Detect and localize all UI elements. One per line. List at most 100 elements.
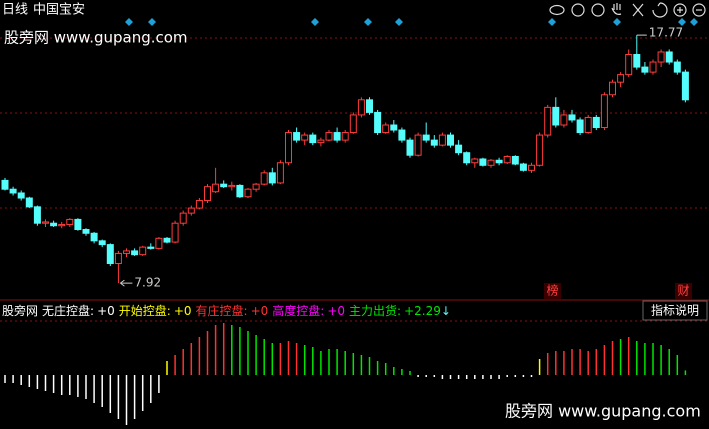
candle-body — [244, 188, 252, 198]
candle-body — [90, 232, 98, 242]
candle-body — [665, 51, 673, 63]
candle-body — [519, 163, 527, 171]
candle-body — [600, 94, 608, 129]
candle-body — [625, 53, 633, 76]
candle-body — [511, 155, 519, 165]
candle-body — [357, 99, 365, 116]
candle-body — [33, 206, 41, 224]
eye-icon[interactable] — [549, 4, 565, 16]
legend-name: 无庄控盘: — [42, 303, 94, 318]
legend-name: 高度控盘: — [272, 303, 324, 318]
play-icon[interactable] — [591, 3, 605, 17]
candle-body — [25, 197, 33, 208]
candle-body — [366, 99, 373, 113]
candle-body — [406, 139, 414, 156]
toolbar — [549, 2, 706, 18]
watermark: 股旁网 www.gupang.com — [505, 402, 701, 421]
candle-body — [438, 134, 446, 146]
candle-body — [179, 212, 187, 224]
candle-body — [171, 222, 179, 243]
candle-body — [293, 132, 301, 141]
candle-body — [333, 132, 341, 141]
candle-body — [66, 218, 74, 225]
hand-icon[interactable] — [611, 3, 622, 15]
legend-value: +0 — [97, 304, 115, 318]
legend-value: +0 — [327, 304, 345, 318]
low-label: 7.92 — [134, 276, 161, 290]
candle-body — [349, 114, 357, 134]
dotted-lines — [0, 37, 709, 209]
legend: 股旁网 无庄控盘: +0 开始控盘: +0 有庄控盘: +0 高度控盘: +0 主力出货: +2.2… — [2, 303, 451, 318]
candle-body — [252, 183, 260, 190]
candle-body — [139, 246, 147, 256]
candle-body — [317, 139, 325, 144]
candle-body — [82, 228, 90, 234]
candle-body — [552, 106, 560, 126]
candle-body — [42, 221, 49, 224]
candle-body — [584, 116, 592, 134]
stock-name: 中国宝安 — [33, 3, 85, 18]
signal-diamond — [125, 18, 133, 26]
button[interactable] — [642, 300, 708, 321]
tag[interactable]: 财 — [677, 284, 689, 298]
legend-name: 有庄控盘: — [196, 303, 248, 318]
candle-body — [276, 162, 284, 184]
candle-body — [131, 250, 139, 256]
candle-body — [374, 111, 382, 134]
candle-body — [681, 71, 689, 101]
legend-value: +0 — [174, 304, 192, 318]
signals — [125, 18, 698, 26]
tag[interactable]: 榜 — [546, 283, 558, 298]
legend-value: +0 — [251, 304, 269, 318]
signal-diamond — [395, 18, 403, 26]
candle-body — [260, 172, 268, 185]
period[interactable]: 日线 — [2, 3, 28, 18]
candle-body — [560, 114, 568, 126]
high-label: 17.77 — [649, 26, 683, 40]
candle-body — [228, 184, 236, 188]
button-label[interactable]: 指标说明 — [651, 303, 699, 318]
candle-body — [195, 200, 203, 209]
legend-value: +2.29 — [404, 304, 441, 318]
candle-body — [422, 134, 430, 141]
candle-body — [617, 74, 625, 83]
candle-body — [487, 159, 495, 166]
candle-body — [430, 139, 438, 146]
signal-diamond — [613, 18, 621, 26]
candle-body — [455, 144, 463, 154]
candle-body — [309, 134, 317, 144]
candle-body — [341, 132, 349, 141]
watermark: 股旁网 www.gupang.com — [4, 29, 188, 47]
candle-body — [114, 252, 122, 264]
cut-icon[interactable] — [632, 3, 644, 17]
signal-diamond — [690, 18, 698, 26]
candle-body — [649, 61, 657, 73]
candle-body — [479, 158, 487, 166]
candle-body — [50, 222, 58, 227]
candle-body — [471, 158, 479, 164]
candle-body — [204, 186, 211, 202]
tag-box — [675, 283, 692, 299]
candle-body — [220, 183, 228, 188]
candle-body — [123, 250, 130, 254]
candle-body — [414, 134, 422, 156]
candle-body — [268, 172, 276, 184]
back-icon[interactable] — [571, 3, 585, 17]
signal-diamond — [311, 18, 319, 26]
candle-body — [657, 51, 665, 63]
legend-trend: ↓ — [441, 304, 451, 318]
signal-diamond — [548, 18, 556, 26]
tag-box — [544, 283, 561, 299]
candle-body — [447, 134, 454, 146]
candle-body — [236, 184, 244, 198]
undo-icon[interactable] — [652, 2, 668, 18]
candle-body — [106, 244, 114, 264]
candle-body — [528, 164, 535, 171]
candle-body — [544, 106, 552, 136]
candle-body — [147, 246, 155, 249]
zoom-in-icon[interactable] — [673, 3, 687, 17]
zoom-out-icon[interactable] — [692, 3, 706, 17]
